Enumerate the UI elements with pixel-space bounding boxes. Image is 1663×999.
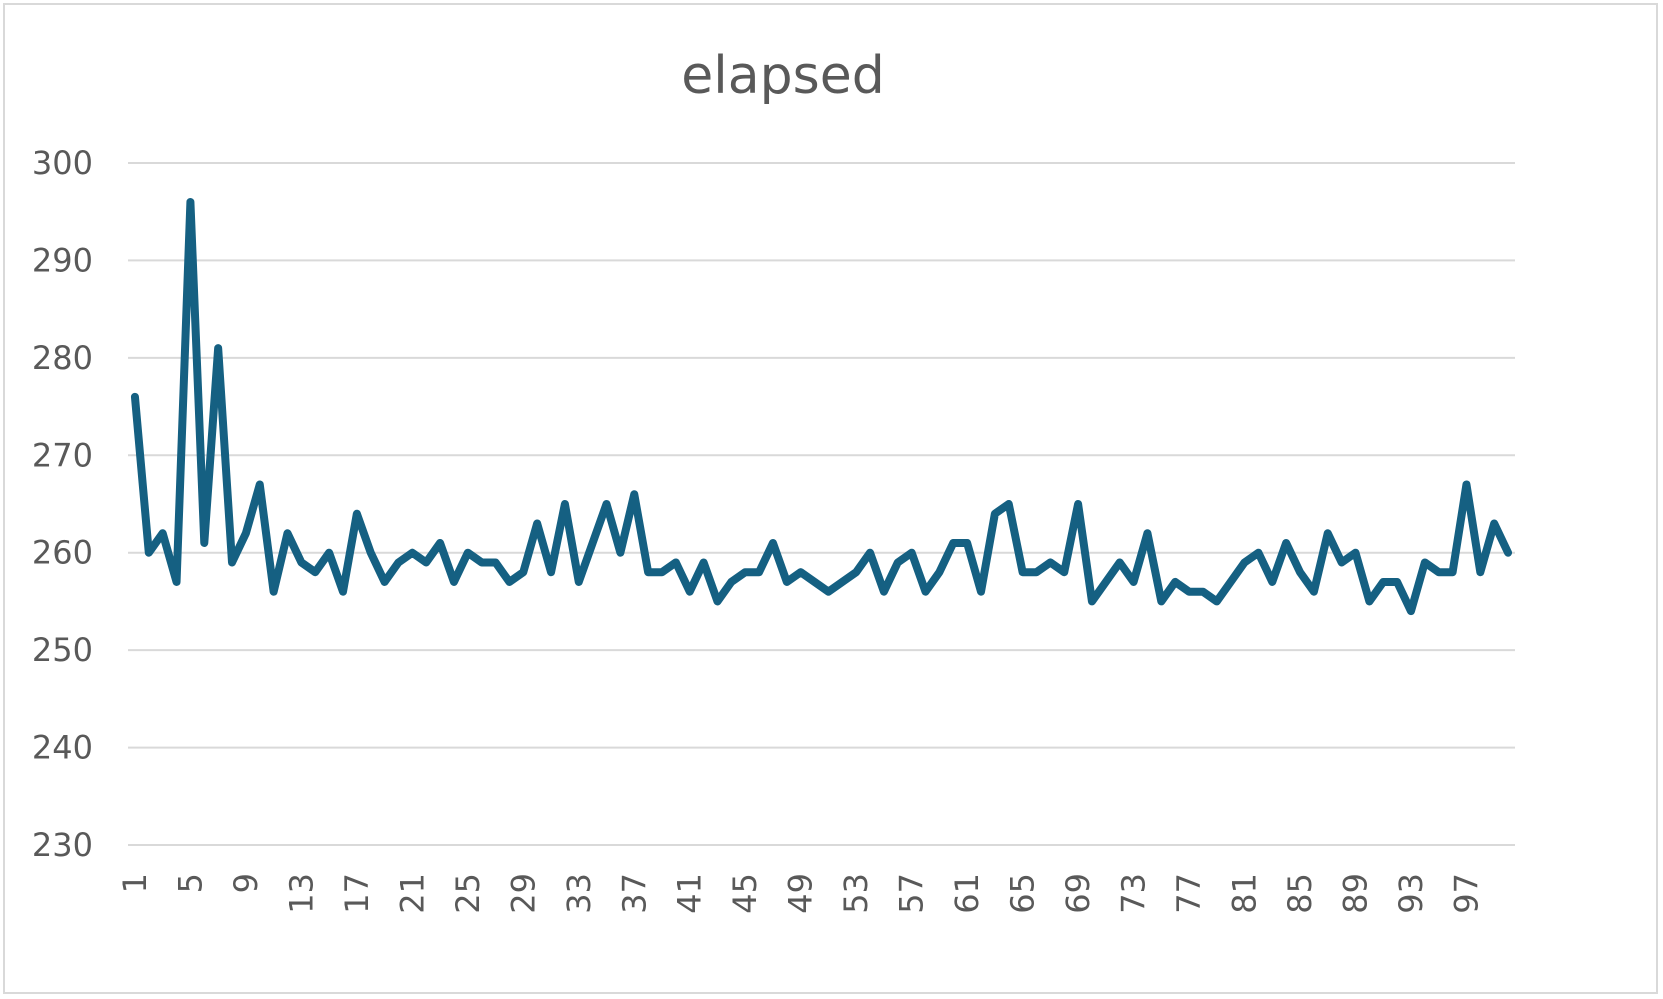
y-tick-label: 260 bbox=[32, 534, 93, 572]
x-tick-label: 17 bbox=[338, 873, 376, 914]
x-tick-label: 65 bbox=[1004, 873, 1042, 914]
x-tick-label: 89 bbox=[1336, 873, 1374, 914]
x-tick-label: 25 bbox=[449, 873, 487, 914]
x-tick-label: 61 bbox=[948, 873, 986, 914]
x-tick-label: 21 bbox=[393, 873, 431, 914]
x-tick-label: 53 bbox=[837, 873, 875, 914]
x-tick-label: 81 bbox=[1226, 873, 1264, 914]
x-tick-label: 97 bbox=[1447, 873, 1485, 914]
x-tick-label: 41 bbox=[671, 873, 709, 914]
x-tick-label: 13 bbox=[282, 873, 320, 914]
line-chart: elapsed 230 240 250 260 270 280 290 300 1 5 9 13 17… bbox=[32, 46, 1515, 914]
x-tick-label: 77 bbox=[1170, 873, 1208, 914]
x-tick-label: 57 bbox=[893, 873, 931, 914]
series-group bbox=[130, 197, 1513, 616]
x-tick-label: 85 bbox=[1281, 873, 1319, 914]
x-tick-label: 49 bbox=[782, 873, 820, 914]
chart-title: elapsed bbox=[681, 46, 884, 106]
x-tick-label: 33 bbox=[560, 873, 598, 914]
y-tick-label: 280 bbox=[32, 339, 93, 377]
x-tick-label: 9 bbox=[227, 873, 265, 893]
y-tick-label: 270 bbox=[32, 436, 93, 474]
x-tick-label: 93 bbox=[1392, 873, 1430, 914]
x-tick-label: 45 bbox=[726, 873, 764, 914]
x-tick-label: 73 bbox=[1115, 873, 1153, 914]
x-tick-label: 69 bbox=[1059, 873, 1097, 914]
x-axis-tick-labels: 1 5 9 13 17 21 25 29 33 37 41 45 49 53 57 61 65 69 73 77 81 8… bbox=[116, 873, 1486, 914]
series-line bbox=[130, 197, 1513, 616]
y-tick-label: 290 bbox=[32, 241, 93, 279]
y-axis-tick-labels: 230 240 250 260 270 280 290 300 bbox=[32, 144, 93, 864]
y-tick-label: 240 bbox=[32, 729, 93, 767]
y-tick-label: 250 bbox=[32, 631, 93, 669]
y-tick-label: 230 bbox=[32, 826, 93, 864]
y-tick-label: 300 bbox=[32, 144, 93, 182]
x-tick-label: 37 bbox=[615, 873, 653, 914]
chart-frame: elapsed 230 240 250 260 270 280 290 300 1 5 9 13 17… bbox=[3, 3, 1658, 994]
x-tick-label: 1 bbox=[116, 873, 154, 893]
gridlines bbox=[128, 162, 1515, 846]
x-tick-label: 29 bbox=[504, 873, 542, 914]
x-tick-label: 5 bbox=[171, 873, 209, 893]
